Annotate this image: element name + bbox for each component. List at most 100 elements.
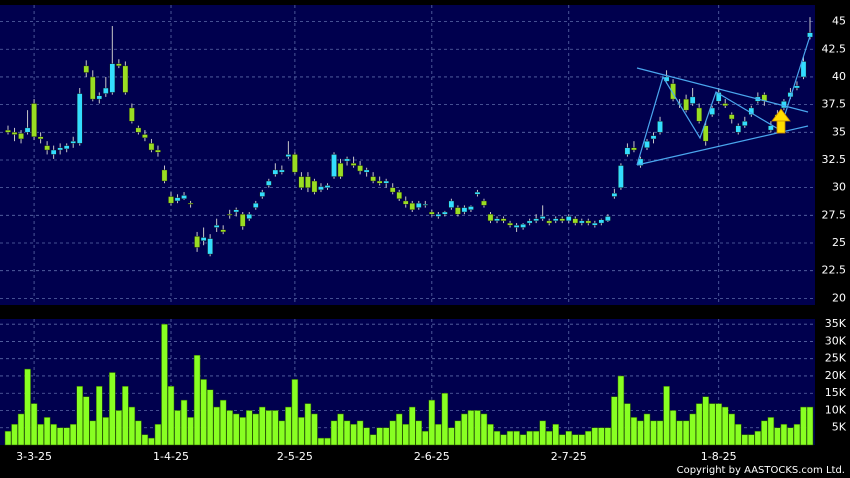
volume-bar [161, 323, 168, 446]
volume-bar [650, 420, 657, 446]
volume-bar [780, 424, 788, 446]
candle-body [103, 87, 109, 94]
candle-body [57, 147, 63, 151]
candle-body [559, 218, 566, 222]
volume-bar [213, 406, 220, 446]
volume-bar [630, 417, 638, 446]
candle-body [735, 125, 742, 133]
candle-body [722, 103, 729, 106]
volume-bar [721, 406, 729, 446]
y-tick-label: 30K [825, 334, 847, 347]
volume-bar [382, 427, 390, 446]
volume-bar [259, 406, 266, 446]
candle-body [350, 163, 357, 166]
candle-body [207, 238, 213, 255]
volume-bar [56, 427, 64, 446]
y-tick-label: 42.5 [822, 42, 847, 55]
candle-body [585, 220, 592, 224]
y-tick-label: 20K [825, 369, 847, 382]
candle-body [18, 133, 24, 140]
x-tick-label: 1-4-25 [153, 450, 189, 463]
candle-body [318, 186, 324, 191]
volume-bar [656, 420, 664, 446]
candle-body [650, 135, 657, 140]
candle-body [455, 207, 461, 215]
candle-body [533, 218, 539, 222]
volume-bar [298, 417, 305, 446]
y-tick-label: 35K [825, 317, 847, 330]
volume-bar [226, 410, 233, 446]
candle-body [44, 145, 50, 151]
volume-bar [43, 417, 51, 446]
volume-bar [200, 379, 207, 446]
candle-body [161, 169, 168, 182]
y-tick-label: 22.5 [822, 264, 847, 277]
volume-bar [96, 386, 103, 446]
volume-bar [695, 403, 703, 446]
volume-bar [389, 420, 396, 446]
volume-bar [180, 399, 188, 446]
candle-body [187, 202, 194, 205]
volume-bar [154, 424, 162, 446]
candle-body [696, 107, 702, 122]
volume-bar [376, 427, 383, 446]
volume-bar [800, 406, 807, 446]
candle-body [37, 136, 44, 140]
volume-bar [330, 420, 338, 446]
volume-bar [415, 420, 423, 446]
candle-body [174, 197, 181, 202]
candle-body [689, 96, 696, 104]
candle-body [768, 125, 774, 131]
x-tick-label: 1-8-25 [701, 450, 737, 463]
candle-body [142, 134, 148, 139]
candle-body [233, 209, 240, 213]
volume-bar [174, 410, 181, 446]
candle-body [135, 127, 142, 133]
volume-bar [585, 430, 592, 446]
volume-bar [643, 413, 651, 446]
volume-bar [122, 386, 129, 446]
candle-body [605, 216, 611, 222]
volume-bar [135, 420, 142, 446]
candle-body [500, 218, 507, 222]
volume-bar [715, 403, 722, 446]
candle-body [200, 237, 207, 241]
volume-bar [363, 427, 370, 446]
candle-body [239, 214, 246, 227]
volume-bar [37, 424, 44, 446]
volume-bar [663, 386, 670, 446]
candle-body [402, 200, 409, 205]
candle-body [520, 223, 526, 228]
candle-body [324, 185, 331, 188]
volume-bar [141, 434, 149, 446]
candle-body [474, 191, 481, 195]
volume-bar [252, 413, 260, 446]
volume-bar [552, 424, 559, 446]
volume-bar [11, 424, 18, 446]
volume-bar [193, 354, 201, 446]
volume-bar [604, 427, 612, 446]
candle-body [298, 176, 305, 188]
candle-body [337, 163, 344, 177]
candle-body [389, 187, 396, 193]
volume-bar [708, 403, 716, 446]
candle-body [292, 154, 298, 173]
volume-bar [402, 424, 409, 446]
y-tick-label: 45 [832, 15, 846, 28]
candle-body [194, 236, 200, 248]
volume-bar [369, 434, 377, 446]
volume-bar [167, 386, 175, 446]
candle-body [598, 219, 605, 224]
volume-bar [467, 410, 475, 446]
candle-body [5, 129, 11, 133]
x-tick-label: 2-6-25 [414, 450, 450, 463]
volume-bar [506, 430, 514, 446]
volume-bar [232, 413, 240, 446]
candle-body [487, 214, 494, 222]
volume-bar [487, 424, 494, 446]
arrow-head [771, 108, 791, 122]
candle-body [461, 207, 468, 213]
volume-bar [624, 403, 631, 446]
volume-bar [24, 368, 31, 446]
